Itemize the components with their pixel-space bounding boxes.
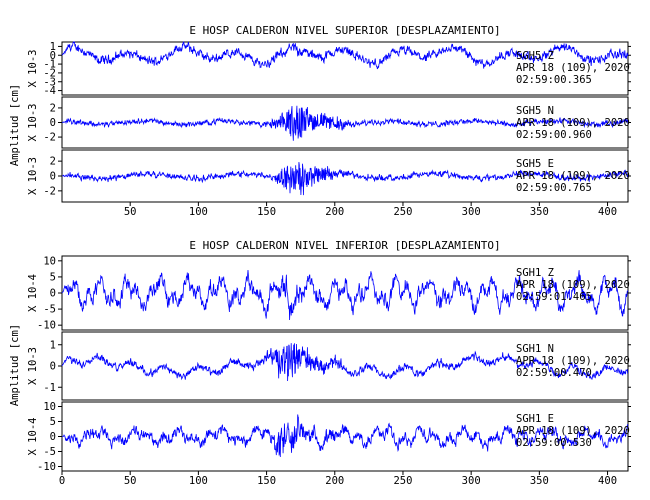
y-tick-label: 0 (50, 431, 56, 443)
station-annotation: APR 18 (109), 2020 (516, 170, 630, 182)
y-tick-label: -3 (43, 76, 56, 88)
station-annotation: SGH5 N (516, 105, 554, 117)
y-tick-label: -2 (43, 67, 56, 79)
y-tick-label: 1 (50, 339, 56, 351)
y-tick-label: 2 (50, 102, 56, 114)
chart-block-1: E HOSP CALDERON NIVEL SUPERIOR [DESPLAZA… (9, 24, 631, 218)
station-annotation: APR 18 (109), 2020 (516, 279, 630, 291)
y-multiplier-label: X 10-4 (27, 418, 39, 456)
y-tick-label: -10 (37, 320, 56, 332)
station-annotation: 02:59:00.960 (516, 129, 592, 141)
y-tick-label: 0 (50, 288, 56, 300)
y-multiplier-label: X 10-3 (27, 50, 39, 88)
station-annotation: SGH1 N (516, 343, 554, 355)
y-tick-label: 10 (43, 255, 56, 267)
waveform-line (62, 162, 629, 196)
station-annotation: APR 18 (109), 2020 (516, 355, 630, 367)
x-tick-label: 300 (462, 206, 481, 218)
station-annotation: 02:59:00.365 (516, 74, 592, 86)
x-tick-label: 150 (257, 475, 276, 487)
x-tick-label: 350 (530, 206, 549, 218)
waveform-line (61, 41, 629, 70)
y-tick-label: -2 (43, 132, 56, 144)
waveform-line (61, 414, 629, 458)
y-tick-label: 1 (50, 41, 56, 53)
y-multiplier-label: X 10-4 (27, 274, 39, 312)
x-tick-label: 150 (257, 206, 276, 218)
x-tick-label: 200 (325, 206, 344, 218)
x-tick-label: 50 (124, 206, 137, 218)
y-tick-label: 0 (50, 171, 56, 183)
y-tick-label: 0 (50, 361, 56, 373)
y-tick-label: -4 (43, 85, 56, 97)
station-annotation: 02:59:00.530 (516, 437, 592, 449)
y-tick-label: 2 (50, 156, 56, 168)
x-tick-label: 250 (393, 475, 412, 487)
y-tick-label: 0 (50, 50, 56, 62)
station-annotation: 02:59:01.465 (516, 291, 592, 303)
x-tick-label: 100 (189, 206, 208, 218)
station-annotation: SGH5 Z (516, 50, 554, 62)
panel-frame (61, 41, 629, 96)
x-tick-label: 100 (189, 475, 208, 487)
x-tick-label: 200 (325, 475, 344, 487)
y-axis-label: Amplitud [cm] (9, 84, 21, 166)
y-tick-label: 5 (50, 271, 56, 283)
y-multiplier-label: X 10-3 (27, 104, 39, 142)
chart-title: E HOSP CALDERON NIVEL SUPERIOR [DESPLAZA… (189, 24, 500, 37)
waveform-line (61, 343, 629, 382)
y-tick-label: -1 (43, 382, 56, 394)
x-tick-label: 0 (59, 475, 65, 487)
station-annotation: APR 18 (109), 2020 (516, 62, 630, 74)
station-annotation: APR 18 (109), 2020 (516, 117, 630, 129)
chart-block-2: E HOSP CALDERON NIVEL INFERIOR [DESPLAZA… (9, 239, 631, 487)
y-tick-label: 5 (50, 416, 56, 428)
waveform-line (62, 105, 629, 141)
station-annotation: 02:59:00.470 (516, 367, 592, 379)
y-tick-label: -5 (43, 446, 56, 458)
x-tick-label: 400 (598, 206, 617, 218)
x-tick-label: 350 (530, 475, 549, 487)
y-tick-label: -5 (43, 304, 56, 316)
y-multiplier-label: X 10-3 (27, 347, 39, 385)
x-tick-label: 50 (124, 475, 137, 487)
station-annotation: APR 18 (109), 2020 (516, 425, 630, 437)
x-tick-label: 250 (393, 206, 412, 218)
x-tick-label: 300 (462, 475, 481, 487)
y-tick-label: 0 (50, 117, 56, 129)
y-axis-label: Amplitud [cm] (9, 324, 21, 406)
y-tick-label: 10 (43, 401, 56, 413)
y-multiplier-label: X 10-3 (27, 157, 39, 195)
station-annotation: SGH1 Z (516, 267, 554, 279)
station-annotation: SGH1 E (516, 413, 554, 425)
y-tick-label: -10 (37, 461, 56, 473)
x-tick-label: 400 (598, 475, 617, 487)
chart-title: E HOSP CALDERON NIVEL INFERIOR [DESPLAZA… (189, 239, 500, 252)
station-annotation: SGH5 E (516, 158, 554, 170)
waveform-line (61, 269, 629, 321)
y-tick-label: -1 (43, 59, 56, 71)
station-annotation: 02:59:00.765 (516, 182, 592, 194)
y-tick-label: -2 (43, 185, 56, 197)
